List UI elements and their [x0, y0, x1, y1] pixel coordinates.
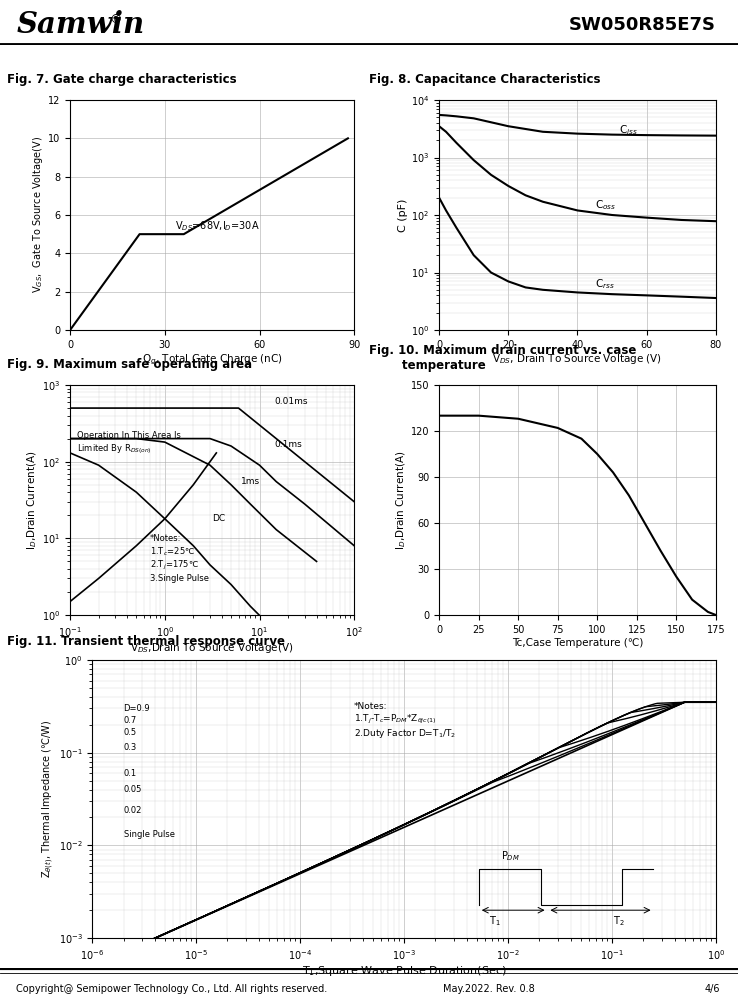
Text: 0.3: 0.3	[123, 743, 137, 752]
Text: ®: ®	[109, 13, 122, 26]
Text: DC: DC	[213, 514, 225, 523]
Text: Fig. 7. Gate charge characteristics: Fig. 7. Gate charge characteristics	[7, 73, 237, 86]
Text: Copyright@ Semipower Technology Co., Ltd. All rights reserved.: Copyright@ Semipower Technology Co., Ltd…	[16, 984, 328, 994]
Text: 4/6: 4/6	[705, 984, 720, 994]
Text: T$_1$: T$_1$	[489, 914, 500, 928]
Text: 0.01ms: 0.01ms	[275, 396, 308, 406]
Text: Fig. 11. Transient thermal response curve: Fig. 11. Transient thermal response curv…	[7, 635, 286, 648]
Text: Samwin: Samwin	[16, 10, 145, 39]
Text: D=0.9: D=0.9	[123, 704, 150, 713]
Text: Operation In This Area Is
Limited By R$_{DS(on)}$: Operation In This Area Is Limited By R$_…	[77, 431, 181, 456]
Text: 0.05: 0.05	[123, 785, 142, 794]
Text: C$_{iss}$: C$_{iss}$	[619, 124, 638, 137]
Text: 0.1: 0.1	[123, 769, 137, 778]
X-axis label: T$_1$,Square Wave Pulse Duration(Sec): T$_1$,Square Wave Pulse Duration(Sec)	[302, 964, 506, 978]
Text: 0.1ms: 0.1ms	[275, 440, 303, 449]
Text: C$_{rss}$: C$_{rss}$	[595, 277, 615, 291]
Text: Fig. 9. Maximum safe operating area: Fig. 9. Maximum safe operating area	[7, 358, 252, 371]
Text: 0.02: 0.02	[123, 806, 142, 815]
Y-axis label: Z$_{\theta(t)}$, Thermal Impedance (℃/W): Z$_{\theta(t)}$, Thermal Impedance (℃/W)	[41, 720, 56, 878]
X-axis label: V$_{DS}$, Drain To Source Voltage (V): V$_{DS}$, Drain To Source Voltage (V)	[492, 353, 663, 366]
Text: T$_2$: T$_2$	[613, 914, 625, 928]
X-axis label: Q$_g$, Total Gate Charge (nC): Q$_g$, Total Gate Charge (nC)	[142, 353, 283, 367]
X-axis label: V$_{DS}$,Drain To Source Voltage(V): V$_{DS}$,Drain To Source Voltage(V)	[131, 641, 294, 655]
Text: Fig. 8. Capacitance Characteristics: Fig. 8. Capacitance Characteristics	[369, 73, 601, 86]
Y-axis label: I$_D$,Drain Current(A): I$_D$,Drain Current(A)	[395, 450, 408, 550]
Text: V$_{DS}$=68V,I$_D$=30A: V$_{DS}$=68V,I$_D$=30A	[175, 219, 260, 233]
Text: C$_{oss}$: C$_{oss}$	[595, 198, 616, 212]
Text: May.2022. Rev. 0.8: May.2022. Rev. 0.8	[443, 984, 534, 994]
Text: P$_{DM}$: P$_{DM}$	[500, 849, 520, 863]
Y-axis label: V$_{GS}$,  Gate To Source Voltage(V): V$_{GS}$, Gate To Source Voltage(V)	[31, 137, 45, 293]
Text: *Notes:
1.T$_j$-T$_c$=P$_{DM}$*Z$_{\theta jc(1)}$
2.Duty Factor D=T$_1$/T$_2$: *Notes: 1.T$_j$-T$_c$=P$_{DM}$*Z$_{\thet…	[354, 702, 457, 740]
Y-axis label: I$_D$,Drain Current(A): I$_D$,Drain Current(A)	[26, 450, 39, 550]
Text: SW050R85E7S: SW050R85E7S	[569, 16, 716, 34]
Text: *Notes:
1.T$_c$=25℃
2.T$_j$=175℃
3.Single Pulse: *Notes: 1.T$_c$=25℃ 2.T$_j$=175℃ 3.Singl…	[150, 534, 209, 583]
Text: Fig. 10. Maximum drain current vs. case
        temperature: Fig. 10. Maximum drain current vs. case …	[369, 344, 636, 372]
Text: 1ms: 1ms	[241, 477, 260, 486]
X-axis label: Tc,Case Temperature (℃): Tc,Case Temperature (℃)	[511, 638, 644, 648]
Y-axis label: C (pF): C (pF)	[398, 198, 408, 232]
Text: 0.5: 0.5	[123, 728, 137, 737]
Text: 0.7: 0.7	[123, 716, 137, 725]
Text: Single Pulse: Single Pulse	[123, 830, 175, 839]
